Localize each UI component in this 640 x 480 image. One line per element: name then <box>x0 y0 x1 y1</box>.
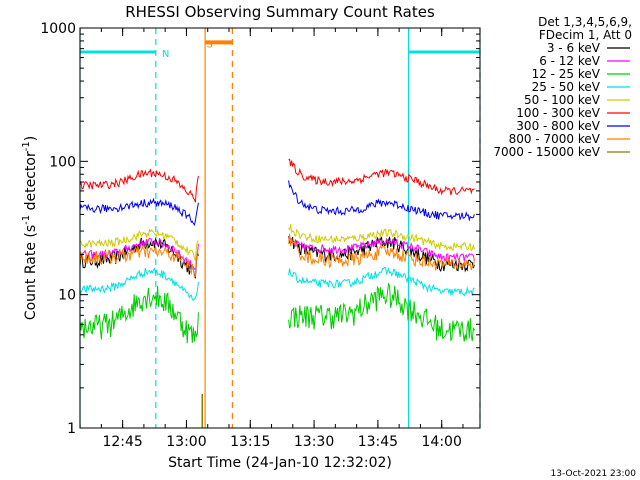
series-2-line-b <box>288 282 475 342</box>
chart-title: RHESSI Observing Summary Count Rates <box>125 3 435 21</box>
y-tick-label-2: 100 <box>49 154 76 170</box>
series-lines <box>79 158 475 428</box>
plot-frame <box>79 27 481 429</box>
annotations: NS <box>162 39 213 60</box>
legend-label-8: 7000 - 15000 keV <box>493 145 600 159</box>
series-7-line-a <box>79 245 199 278</box>
legend-label-6: 300 - 800 keV <box>516 119 600 133</box>
series-5-line-b <box>288 158 475 196</box>
legend-label-1: 6 - 12 keV <box>539 54 601 68</box>
series-2-line-a <box>79 285 199 344</box>
legend-label-7: 800 - 7000 keV <box>509 132 601 146</box>
legend-label-5: 100 - 300 keV <box>516 106 600 120</box>
x-tick-label-5: 14:00 <box>422 434 462 450</box>
x-axis-label: Start Time (24-Jan-10 12:32:02) <box>168 455 392 471</box>
legend-header-line-1: Det 1,3,4,5,6,9, <box>538 15 632 29</box>
series-6-line-b <box>288 180 475 222</box>
y-axis-label: Count Rate (s-1 detector-1) <box>21 136 39 320</box>
series-6-line-a <box>79 197 199 227</box>
annotation-s: S <box>206 39 212 50</box>
y-tick-label-0: 1 <box>67 421 76 437</box>
x-tick-label-4: 13:45 <box>358 434 398 450</box>
x-tick-label-0: 12:45 <box>102 434 142 450</box>
series-1-line-a <box>79 237 199 271</box>
legend-label-2: 12 - 25 keV <box>532 67 601 81</box>
series-3-line-a <box>79 267 199 301</box>
x-axis: 12:45 13:00 13:15 13:30 13:45 14:00 <box>79 28 464 450</box>
legend-label-3: 25 - 50 keV <box>532 80 601 94</box>
legend-label-4: 50 - 100 keV <box>524 93 601 107</box>
legend-label-0: 3 - 6 keV <box>547 41 601 55</box>
series-3-line-b <box>288 266 475 297</box>
x-tick-label-1: 13:00 <box>166 434 206 450</box>
series-0-line-a <box>79 237 199 279</box>
series-1-line-b <box>288 236 475 263</box>
series-7-line-b <box>288 233 475 271</box>
y-tick-label-3: 1000 <box>40 21 76 37</box>
y-axis: 1 10 100 1000 <box>40 21 480 437</box>
x-tick-label-3: 13:30 <box>294 434 334 450</box>
legend: Det 1,3,4,5,6,9, FDecim 1, Att 0 3 - 6 k… <box>493 15 632 159</box>
series-4-line-a <box>79 228 199 262</box>
legend-header-line-2: FDecim 1, Att 0 <box>539 28 632 42</box>
plot-area <box>79 28 481 428</box>
series-5-line-a <box>79 168 199 203</box>
footer-date: 13-Oct-2021 23:00 <box>551 469 637 479</box>
series-4-line-b <box>288 224 475 252</box>
x-tick-label-2: 13:15 <box>230 434 270 450</box>
y-tick-label-1: 10 <box>58 288 76 304</box>
annotation-n: N <box>162 49 169 60</box>
